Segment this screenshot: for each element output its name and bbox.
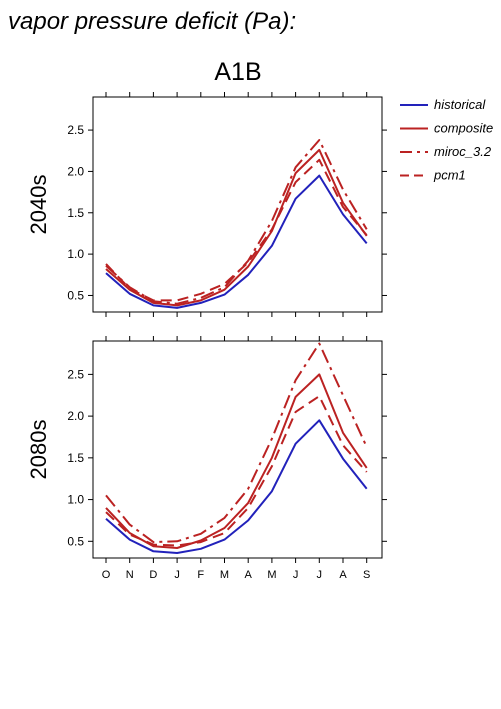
series-line-historical bbox=[105, 174, 368, 309]
figure-title: vapor pressure deficit (Pa): bbox=[8, 8, 296, 35]
y-tick-label: 0.5 bbox=[67, 534, 84, 548]
plot-frame bbox=[92, 96, 383, 313]
plot-frame bbox=[92, 340, 383, 559]
x-tick-label: O bbox=[102, 569, 111, 581]
panel-2080s: 0.5 1.0 1.5 2.0 2.5 O N D J F M A M J J A S 2080s bbox=[26, 336, 387, 581]
x-tick-label: M bbox=[220, 569, 229, 581]
y-tick-label: 2.0 bbox=[67, 164, 84, 178]
legend-label: pcm1 bbox=[433, 168, 466, 183]
x-tick-label: J bbox=[174, 569, 180, 581]
legend-item: miroc_3.2 bbox=[400, 144, 492, 159]
scenario-title: A1B bbox=[214, 58, 261, 86]
x-tick-label: J bbox=[293, 569, 299, 581]
panel-label: 2080s bbox=[26, 420, 51, 480]
x-tick-label: M bbox=[267, 569, 276, 581]
y-tick-label: 0.5 bbox=[67, 288, 84, 302]
series-line-miroc-3-2 bbox=[105, 342, 368, 544]
legend-label: miroc_3.2 bbox=[434, 144, 492, 159]
legend-label: composite bbox=[434, 121, 493, 136]
panel-2040s: 0.5 1.0 1.5 2.0 2.5 2040s bbox=[26, 92, 387, 317]
series-line-historical bbox=[105, 419, 368, 554]
series-line-pcm1 bbox=[105, 158, 368, 302]
x-tick-label: A bbox=[339, 569, 347, 581]
y-tick-label: 2.5 bbox=[67, 123, 84, 137]
y-tick-label: 2.5 bbox=[67, 367, 84, 381]
legend-item: pcm1 bbox=[400, 168, 466, 183]
y-tick-label: 1.0 bbox=[67, 493, 84, 507]
series-line-pcm1 bbox=[105, 395, 368, 547]
legend-item: composite bbox=[400, 121, 493, 136]
x-tick-label: J bbox=[317, 569, 323, 581]
y-tick-label: 2.0 bbox=[67, 409, 84, 423]
x-tick-label: A bbox=[245, 569, 253, 581]
x-tick-label: F bbox=[197, 569, 204, 581]
x-tick-label: S bbox=[363, 569, 370, 581]
x-tick-label: D bbox=[149, 569, 157, 581]
y-tick-label: 1.5 bbox=[67, 206, 84, 220]
panel-label: 2040s bbox=[26, 175, 51, 235]
x-tick-label: N bbox=[126, 569, 134, 581]
y-tick-label: 1.0 bbox=[67, 247, 84, 261]
y-tick-label: 1.5 bbox=[67, 451, 84, 465]
legend: historical composite miroc_3.2 pcm1 bbox=[400, 97, 493, 183]
legend-label: historical bbox=[434, 97, 486, 112]
legend-item: historical bbox=[400, 97, 486, 112]
series-line-composite bbox=[105, 373, 368, 549]
panels: 0.5 1.0 1.5 2.0 2.5 2040s 0.5 1.0 1.5 2.0 2.5 O N D J F… bbox=[26, 92, 387, 581]
series-line-composite bbox=[105, 148, 368, 307]
